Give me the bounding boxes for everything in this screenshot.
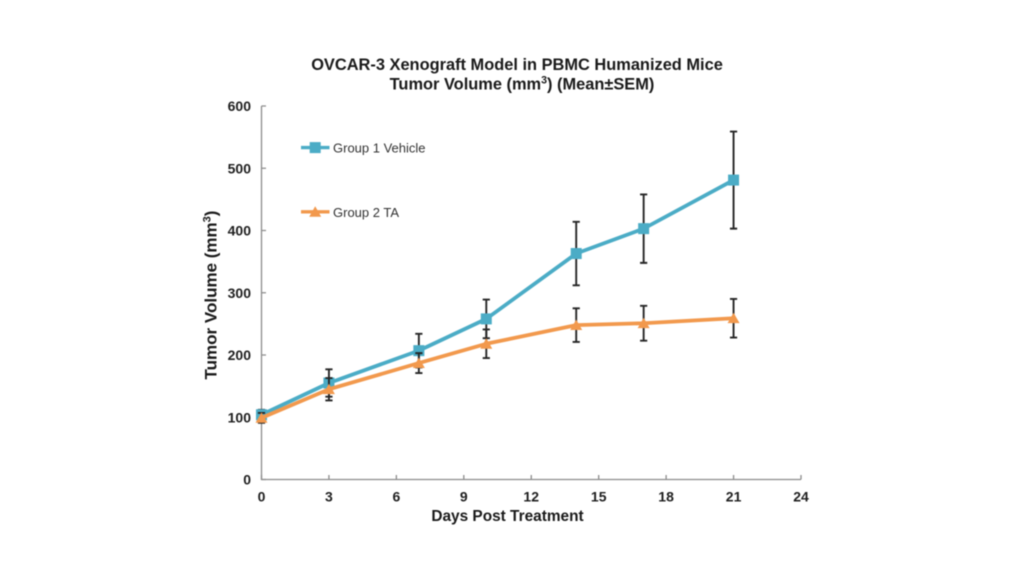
svg-text:600: 600	[228, 98, 252, 114]
svg-text:6: 6	[393, 489, 401, 505]
svg-text:3: 3	[325, 489, 333, 505]
svg-text:200: 200	[228, 347, 252, 363]
svg-text:15: 15	[591, 489, 607, 505]
svg-text:Group 2 TA: Group 2 TA	[333, 205, 399, 220]
svg-text:21: 21	[726, 489, 742, 505]
svg-text:0: 0	[243, 472, 251, 488]
svg-text:18: 18	[658, 489, 674, 505]
svg-text:500: 500	[228, 160, 252, 176]
svg-text:Tumor Volume (mm3) (Mean±SEM): Tumor Volume (mm3) (Mean±SEM)	[390, 75, 655, 94]
svg-text:100: 100	[228, 409, 252, 425]
svg-text:9: 9	[460, 489, 468, 505]
svg-text:Tumor Volume (mm3): Tumor Volume (mm3)	[201, 211, 220, 380]
svg-text:OVCAR-3 Xenograft Model in PBM: OVCAR-3 Xenograft Model in PBMC Humanize…	[311, 56, 723, 74]
svg-text:0: 0	[258, 489, 266, 505]
svg-text:Days Post Treatment: Days Post Treatment	[431, 508, 583, 525]
svg-text:400: 400	[228, 223, 252, 239]
svg-text:Group 1 Vehicle: Group 1 Vehicle	[333, 141, 426, 156]
svg-text:300: 300	[228, 285, 252, 301]
svg-text:12: 12	[523, 489, 539, 505]
svg-text:24: 24	[793, 489, 809, 505]
